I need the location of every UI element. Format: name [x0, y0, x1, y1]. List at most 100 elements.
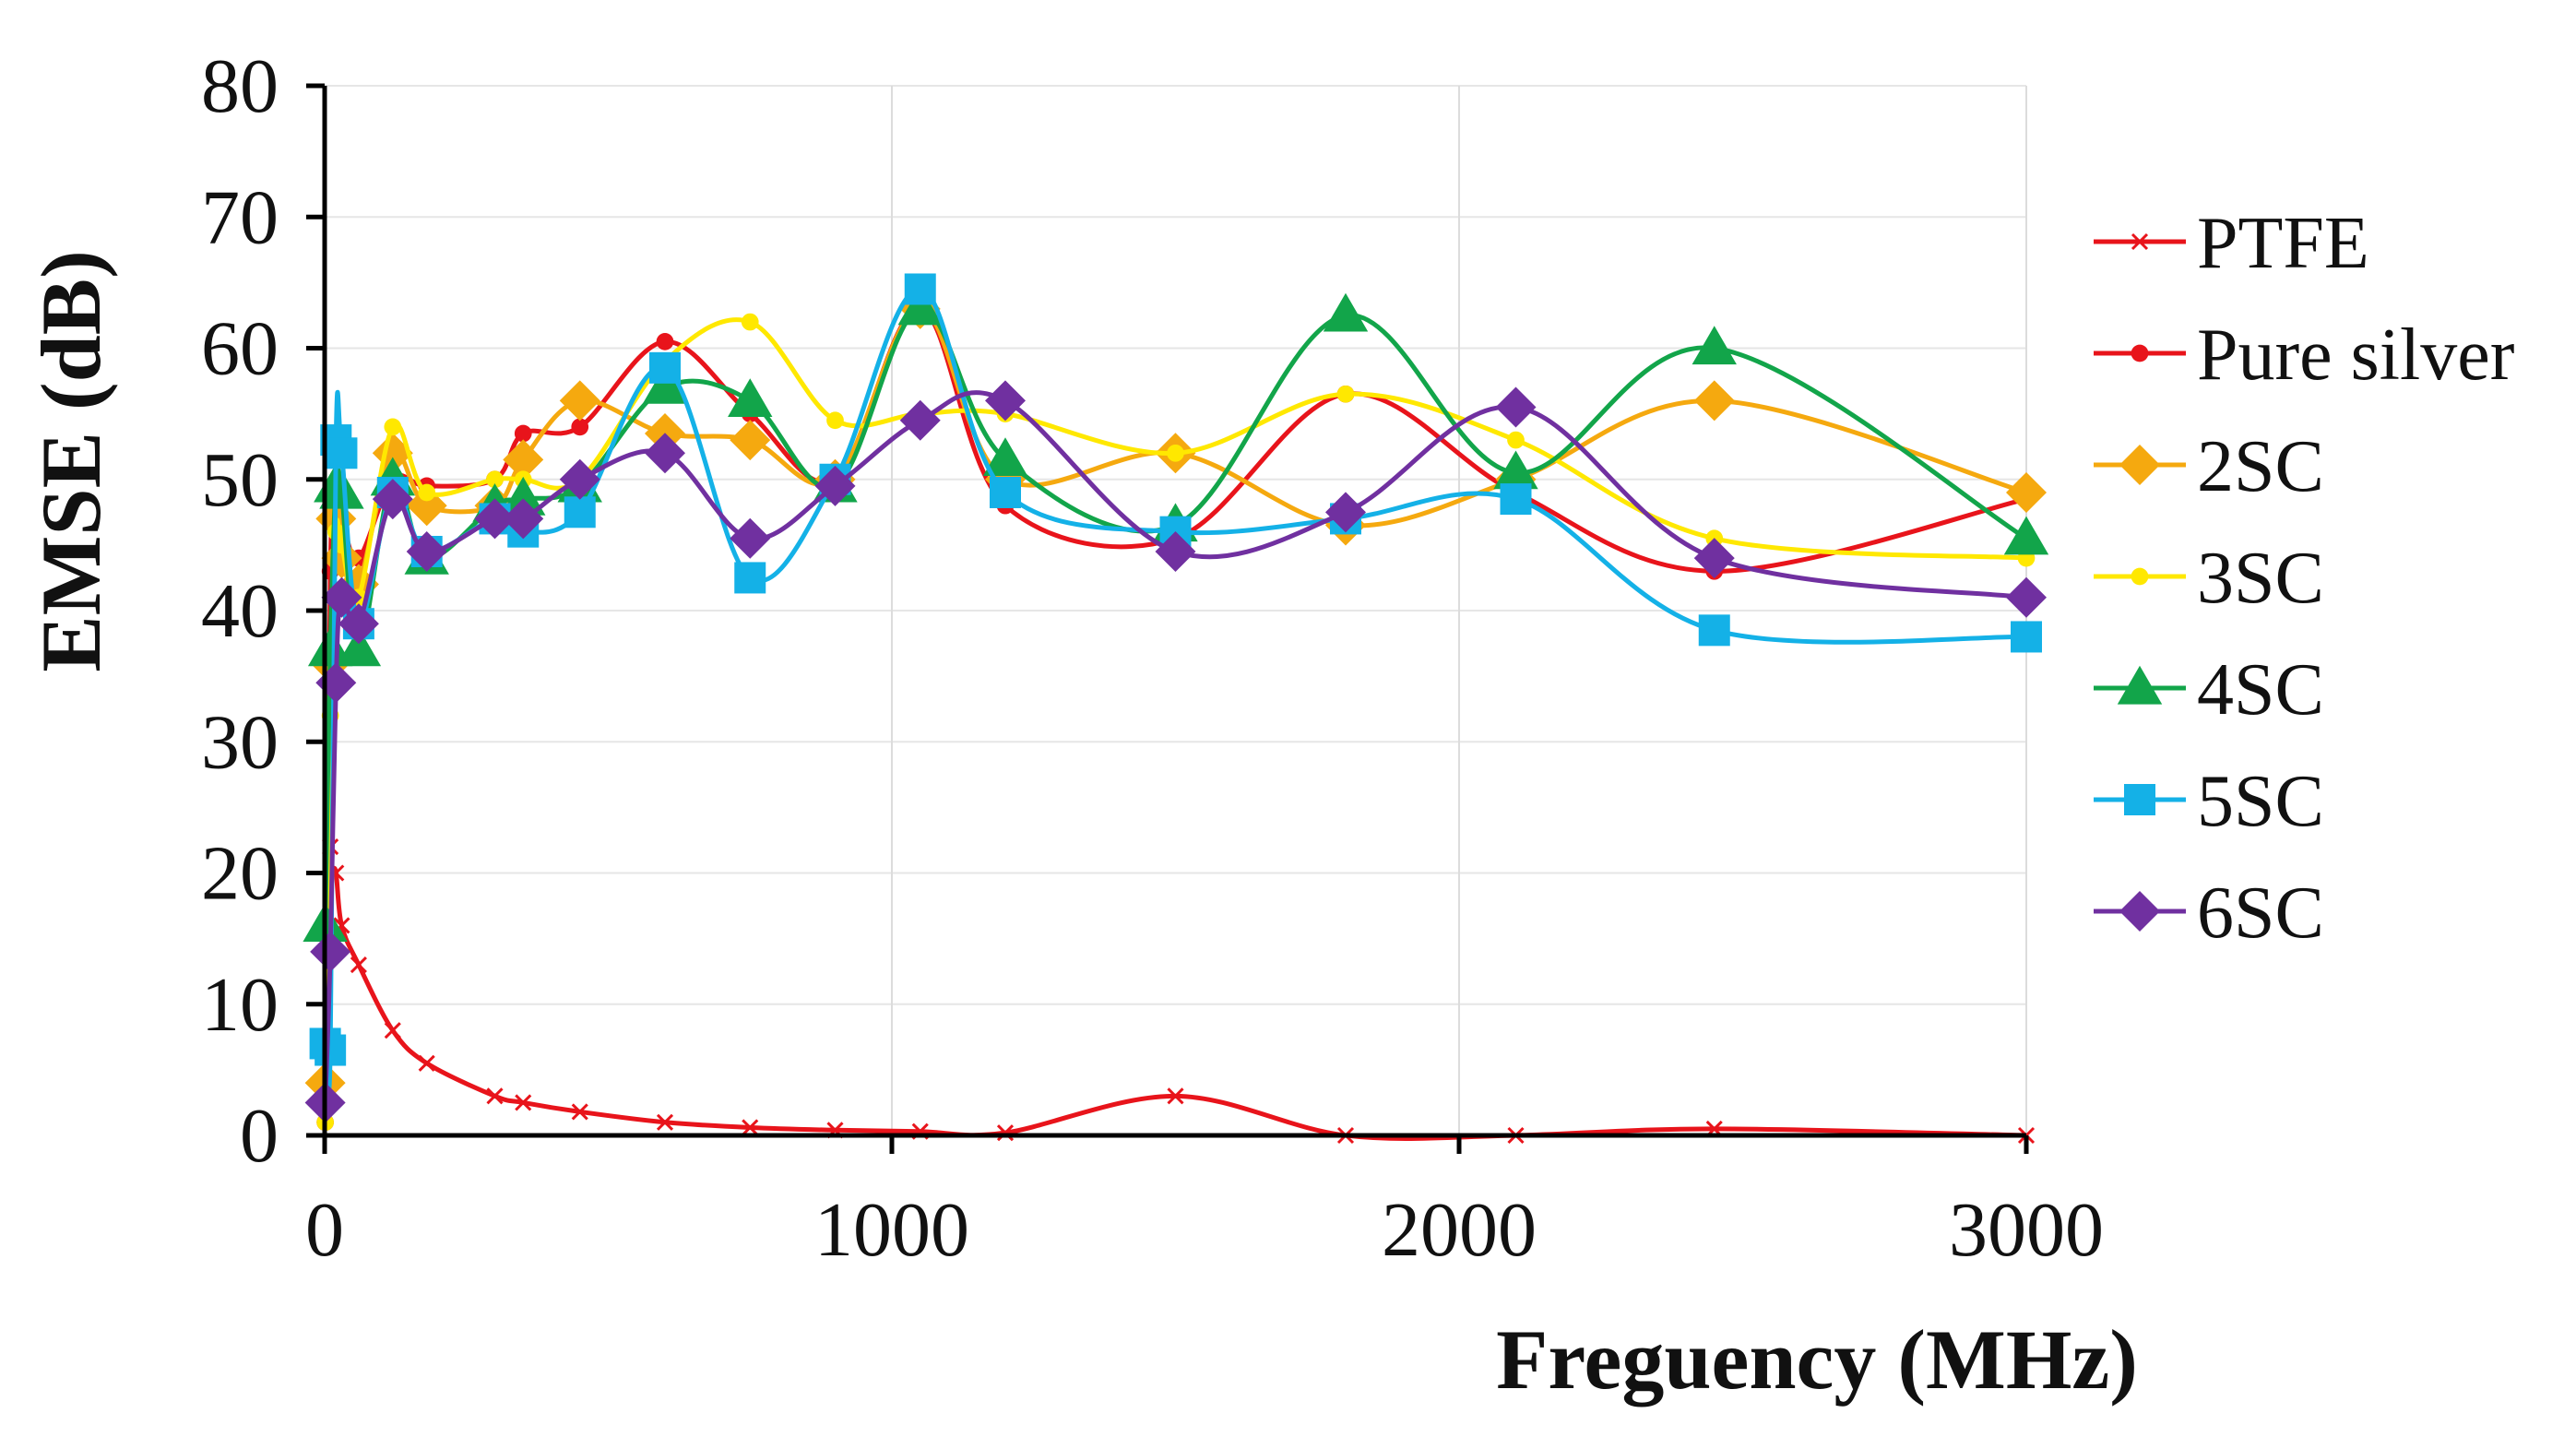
- data-point: [350, 956, 367, 974]
- x-tick-label: 2000: [1382, 1187, 1537, 1273]
- data-point: [741, 313, 759, 331]
- data-point: [418, 1054, 435, 1072]
- y-tick-label: 0: [240, 1093, 279, 1179]
- data-point: [372, 479, 413, 520]
- legend-marker: [2131, 232, 2149, 251]
- legend-item: 3SC: [2094, 538, 2324, 619]
- data-point: [1325, 492, 1366, 533]
- y-tick-label: 70: [201, 174, 279, 260]
- data-point: [514, 424, 532, 443]
- data-point: [656, 1113, 674, 1131]
- data-point: [899, 399, 941, 441]
- legend-marker: [2131, 567, 2149, 586]
- data-point: [1493, 450, 1538, 490]
- data-point: [897, 286, 943, 326]
- tick-layer: 0 10 20 30 40 50 60 70 80 0 1000 2000 3000: [201, 43, 2104, 1273]
- data-point: [1693, 380, 1735, 422]
- series-ptfe: [316, 654, 2036, 1145]
- y-tick-label: 80: [201, 43, 279, 129]
- data-point: [982, 437, 1028, 477]
- data-point: [321, 576, 362, 618]
- x-tick-label: 3000: [1949, 1187, 2104, 1273]
- data-point: [559, 380, 600, 422]
- legend-label: 3SC: [2197, 538, 2324, 619]
- legend-label: 5SC: [2197, 761, 2324, 842]
- data-point: [1323, 292, 1369, 332]
- legend-label: 2SC: [2197, 426, 2324, 507]
- data-point: [336, 627, 382, 667]
- data-point: [1155, 530, 1196, 572]
- y-tick-label: 10: [201, 962, 279, 1048]
- data-point: [985, 380, 1026, 422]
- legend-item: PTFE: [2094, 203, 2369, 284]
- data-point: [307, 627, 353, 667]
- y-tick-label: 40: [201, 568, 279, 654]
- data-point: [1167, 1087, 1184, 1105]
- data-point: [310, 931, 351, 972]
- data-point: [656, 333, 674, 350]
- data-point: [486, 1087, 504, 1105]
- legend-marker: [2117, 665, 2163, 705]
- legend-marker: [2119, 891, 2160, 932]
- data-point: [571, 418, 589, 436]
- data-point: [734, 562, 766, 594]
- data-point: [1500, 483, 1532, 516]
- legend: PTFE Pure silver 2SC 3SC 4SC 5SC 6SC: [2094, 203, 2514, 954]
- data-point: [2003, 516, 2049, 555]
- data-point: [649, 351, 681, 384]
- series-layer: [303, 273, 2049, 1145]
- series-6sc: [304, 380, 2047, 1123]
- data-point: [1336, 385, 1355, 403]
- data-point: [1692, 326, 1737, 365]
- legend-item: 4SC: [2094, 649, 2324, 730]
- legend-label: 4SC: [2197, 649, 2324, 730]
- legend-label: 6SC: [2197, 873, 2324, 954]
- legend-item: Pure silver: [2094, 315, 2514, 396]
- data-point: [503, 439, 544, 481]
- data-point: [559, 458, 600, 500]
- data-point: [474, 498, 516, 540]
- series-2sc: [304, 288, 2047, 1104]
- legend-marker: [2119, 445, 2160, 485]
- data-point: [384, 1022, 401, 1039]
- data-point: [990, 476, 1021, 508]
- data-point: [2006, 471, 2047, 513]
- data-point: [1507, 431, 1525, 449]
- data-point: [384, 418, 402, 436]
- data-point: [326, 437, 358, 469]
- data-point: [571, 1103, 588, 1121]
- data-point: [728, 378, 773, 417]
- data-point: [2011, 621, 2042, 653]
- data-point: [2006, 576, 2047, 618]
- data-point: [742, 1119, 759, 1136]
- data-point: [515, 1094, 532, 1111]
- legend-item: 5SC: [2094, 761, 2324, 842]
- data-point: [904, 273, 936, 305]
- data-point: [503, 498, 544, 540]
- data-point: [501, 476, 546, 516]
- data-point: [486, 470, 504, 489]
- legend-item: 6SC: [2094, 873, 2324, 954]
- data-point: [1693, 538, 1735, 579]
- y-tick-label: 50: [201, 437, 279, 523]
- data-point: [645, 433, 685, 474]
- legend-label: PTFE: [2197, 203, 2369, 284]
- series-4sc: [303, 286, 2049, 942]
- data-point: [338, 603, 379, 645]
- data-point: [730, 517, 771, 559]
- data-point: [1167, 444, 1184, 462]
- data-point: [814, 465, 856, 506]
- series-line: [323, 306, 2028, 926]
- data-point: [564, 496, 596, 528]
- grid-lines: [325, 85, 2027, 1135]
- x-axis-title: Freguency (MHz): [1496, 1312, 2138, 1407]
- data-point: [418, 483, 436, 502]
- data-point: [730, 420, 771, 461]
- legend-item: 2SC: [2094, 426, 2324, 507]
- data-point: [406, 530, 447, 572]
- legend-marker: [2124, 784, 2155, 815]
- x-tick-label: 0: [305, 1187, 344, 1273]
- series-pure-silver: [316, 300, 2036, 1132]
- legend-label: Pure silver: [2197, 315, 2514, 396]
